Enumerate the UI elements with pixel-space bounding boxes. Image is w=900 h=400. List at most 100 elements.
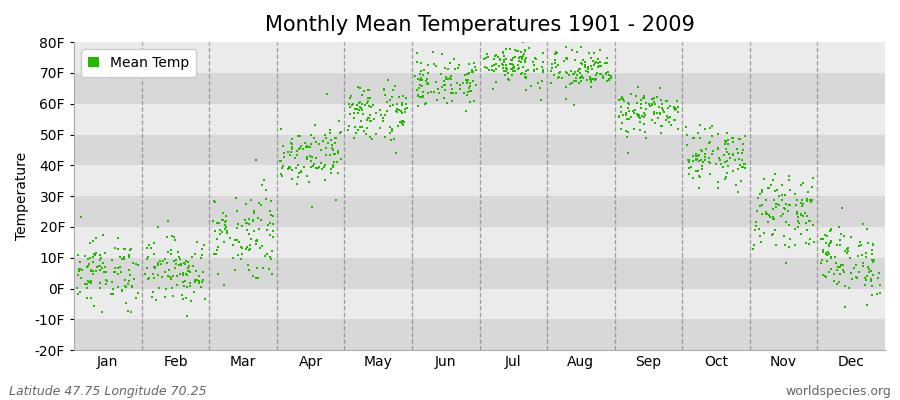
Point bbox=[293, 169, 308, 176]
Point bbox=[832, 279, 846, 286]
Point bbox=[276, 143, 291, 150]
Point bbox=[303, 131, 318, 138]
Point bbox=[526, 59, 541, 66]
Point bbox=[80, 263, 94, 269]
Point bbox=[159, 234, 174, 240]
Point bbox=[78, 253, 93, 259]
Point bbox=[505, 72, 519, 78]
Point bbox=[464, 88, 478, 94]
Point bbox=[142, 242, 157, 248]
Point bbox=[688, 151, 703, 158]
Point bbox=[635, 95, 650, 101]
Point bbox=[668, 106, 682, 113]
Point bbox=[194, 252, 209, 258]
Point bbox=[718, 146, 733, 152]
Point bbox=[552, 61, 566, 68]
Point bbox=[529, 56, 544, 62]
Point bbox=[189, 268, 203, 274]
Point bbox=[427, 49, 441, 56]
Point bbox=[565, 79, 580, 86]
Point bbox=[647, 94, 662, 101]
Point bbox=[796, 201, 811, 207]
Point bbox=[594, 71, 608, 78]
Point bbox=[421, 80, 436, 87]
Point bbox=[410, 92, 425, 98]
Point bbox=[124, 283, 139, 289]
Point bbox=[865, 272, 879, 279]
Point bbox=[622, 116, 636, 122]
Point bbox=[686, 152, 700, 159]
Point bbox=[661, 115, 675, 121]
Point bbox=[80, 264, 94, 270]
Point bbox=[344, 92, 358, 99]
Point bbox=[717, 159, 732, 165]
Point bbox=[713, 156, 727, 163]
Point bbox=[130, 262, 145, 268]
Point bbox=[768, 188, 782, 194]
Point bbox=[519, 68, 534, 74]
Point bbox=[746, 246, 760, 252]
Point bbox=[655, 104, 670, 111]
Point bbox=[823, 240, 837, 246]
Point bbox=[266, 270, 280, 277]
Point bbox=[234, 223, 248, 230]
Point bbox=[496, 65, 510, 72]
Point bbox=[273, 158, 287, 164]
Point bbox=[324, 137, 338, 143]
Point bbox=[70, 285, 85, 291]
Point bbox=[779, 260, 794, 266]
Point bbox=[412, 94, 427, 100]
Bar bbox=[74, 73, 885, 104]
Point bbox=[524, 83, 538, 89]
Point bbox=[143, 244, 157, 251]
Point bbox=[493, 57, 508, 64]
Point bbox=[310, 164, 325, 171]
Point bbox=[238, 201, 253, 207]
Point bbox=[512, 58, 526, 64]
Point bbox=[461, 71, 475, 77]
Point bbox=[736, 147, 751, 154]
Point bbox=[840, 246, 854, 252]
Point bbox=[788, 226, 803, 232]
Point bbox=[718, 138, 733, 144]
Point bbox=[692, 134, 706, 141]
Point bbox=[234, 256, 248, 262]
Point bbox=[652, 111, 667, 117]
Point bbox=[612, 113, 626, 119]
Point bbox=[631, 84, 645, 90]
Point bbox=[865, 283, 879, 289]
Point bbox=[86, 259, 101, 265]
Point bbox=[515, 56, 529, 62]
Point bbox=[866, 242, 880, 248]
Point bbox=[670, 98, 684, 104]
Point bbox=[763, 214, 778, 220]
Point bbox=[659, 98, 673, 104]
Point bbox=[96, 269, 111, 275]
Point bbox=[755, 202, 770, 208]
Point bbox=[99, 277, 113, 283]
Point bbox=[589, 77, 603, 84]
Point bbox=[690, 130, 705, 136]
Point bbox=[549, 49, 563, 55]
Point bbox=[187, 279, 202, 285]
Point bbox=[373, 125, 387, 131]
Point bbox=[283, 152, 297, 158]
Point bbox=[177, 278, 192, 284]
Point bbox=[384, 137, 399, 144]
Point bbox=[259, 251, 274, 258]
Point bbox=[559, 96, 573, 102]
Point bbox=[526, 66, 541, 73]
Point bbox=[629, 93, 643, 99]
Point bbox=[497, 68, 511, 74]
Point bbox=[183, 283, 197, 290]
Point bbox=[684, 164, 698, 170]
Point bbox=[246, 217, 260, 224]
Point bbox=[391, 101, 405, 107]
Point bbox=[147, 271, 161, 278]
Point bbox=[698, 151, 713, 157]
Point bbox=[421, 62, 436, 68]
Point bbox=[366, 116, 381, 122]
Point bbox=[849, 274, 863, 280]
Point bbox=[116, 246, 130, 252]
Point bbox=[782, 173, 796, 179]
